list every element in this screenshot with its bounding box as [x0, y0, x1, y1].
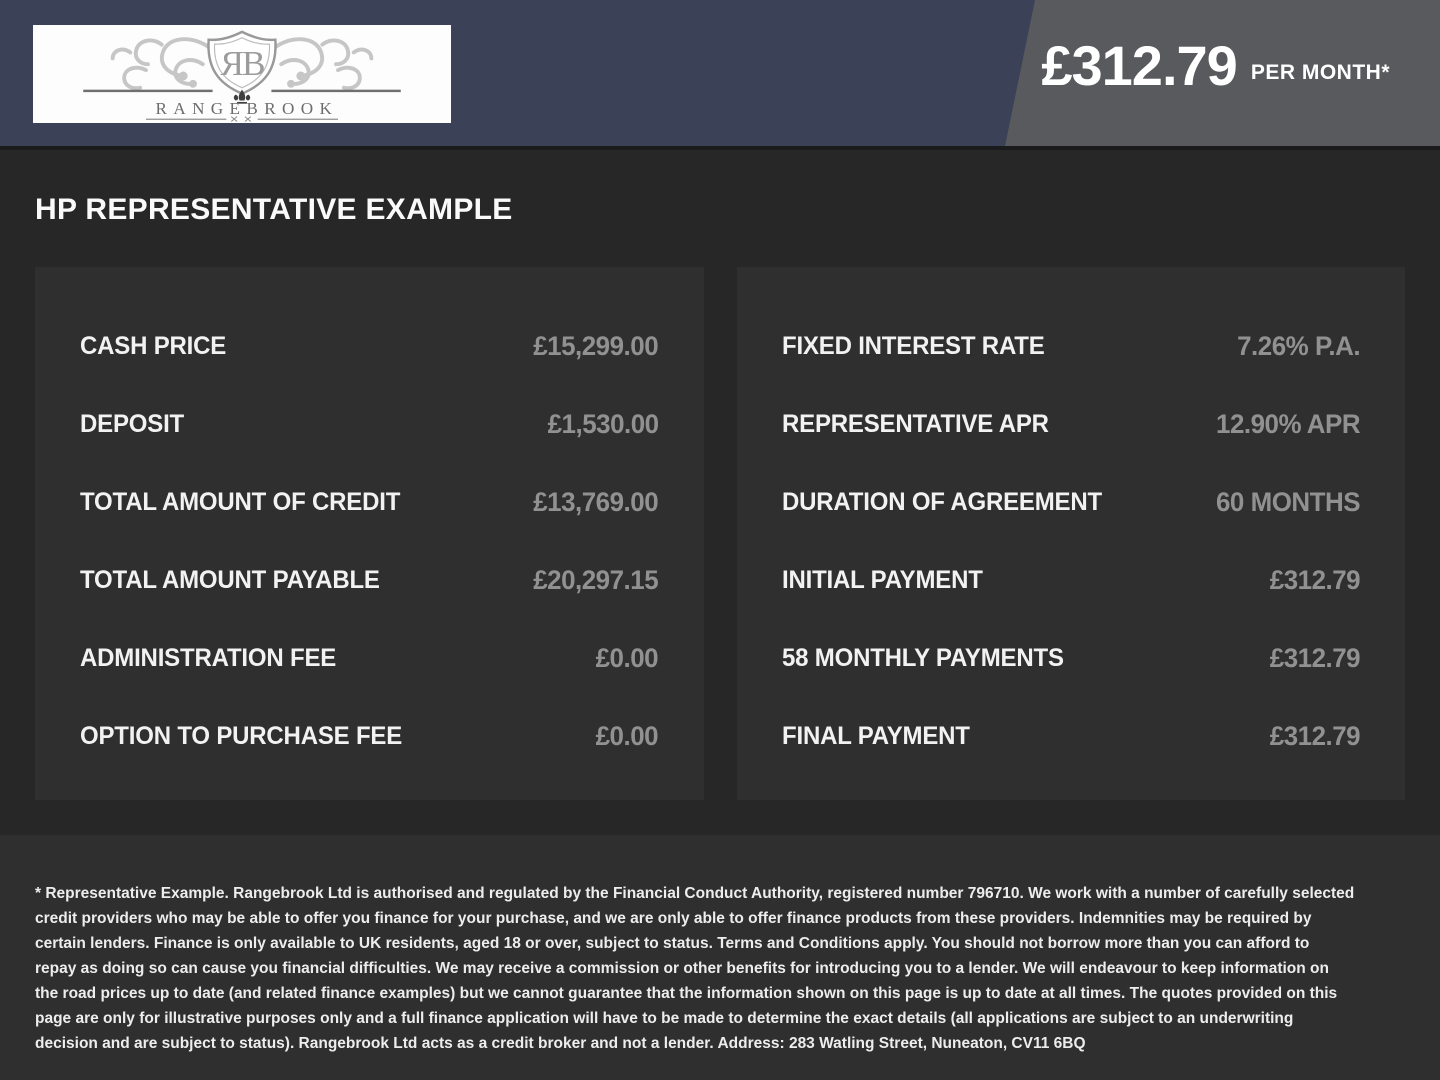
lion-flourish-right-icon — [271, 37, 374, 91]
row-value: £312.79 — [1269, 642, 1361, 673]
brand-wordmark: RANGEBROOK — [156, 99, 339, 118]
crest-bottom-ornament — [145, 116, 339, 122]
finance-row-interest-rate: FIXED INTEREST RATE 7.26% P.A. — [782, 307, 1361, 385]
row-label: ADMINISTRATION FEE — [80, 643, 337, 672]
shield-icon: ЯB — [207, 30, 277, 95]
row-value: £15,299.00 — [533, 330, 659, 361]
monthly-price-banner: £312.79 PER MONTH* — [1005, 0, 1440, 146]
page-title: HP REPRESENTATIVE EXAMPLE — [35, 193, 513, 226]
finance-row-total-credit: TOTAL AMOUNT OF CREDIT £13,769.00 — [80, 463, 659, 541]
row-label: TOTAL AMOUNT OF CREDIT — [80, 487, 401, 516]
row-label: DEPOSIT — [80, 409, 185, 438]
row-label: 58 MONTHLY PAYMENTS — [781, 643, 1064, 672]
row-value: £312.79 — [1269, 564, 1361, 595]
finance-panel-right: FIXED INTEREST RATE 7.26% P.A. REPRESENT… — [736, 267, 1405, 800]
row-value: £13,769.00 — [533, 486, 659, 517]
finance-row-total-payable: TOTAL AMOUNT PAYABLE £20,297.15 — [80, 541, 659, 619]
monthly-price: £312.79 — [1041, 34, 1237, 97]
finance-row-final-payment: FINAL PAYMENT £312.79 — [782, 697, 1361, 775]
row-value: 60 MONTHS — [1215, 486, 1361, 517]
row-value: 7.26% P.A. — [1237, 330, 1360, 361]
finance-row-duration: DURATION OF AGREEMENT 60 MONTHS — [782, 463, 1361, 541]
brand-logo: ЯB RANGEBROOK — [33, 25, 451, 123]
row-label: FINAL PAYMENT — [781, 721, 970, 750]
finance-panel-left: CASH PRICE £15,299.00 DEPOSIT £1,530.00 … — [35, 267, 704, 800]
row-label: INITIAL PAYMENT — [781, 565, 983, 594]
monthly-price-suffix: PER MONTH* — [1250, 61, 1390, 84]
lion-flourish-left-icon — [110, 37, 213, 91]
finance-row-option-fee: OPTION TO PURCHASE FEE £0.00 — [80, 697, 659, 775]
row-label: DURATION OF AGREEMENT — [781, 487, 1102, 516]
monogram-text: ЯB — [220, 44, 264, 83]
row-value: £20,297.15 — [533, 564, 659, 595]
rangebrook-crest-icon: ЯB RANGEBROOK — [83, 30, 401, 122]
finance-panels: CASH PRICE £15,299.00 DEPOSIT £1,530.00 … — [35, 267, 1405, 800]
finance-row-apr: REPRESENTATIVE APR 12.90% APR — [782, 385, 1361, 463]
crest-rule-right — [271, 89, 401, 93]
finance-row-monthly-payments: 58 MONTHLY PAYMENTS £312.79 — [782, 619, 1361, 697]
row-value: 12.90% APR — [1215, 408, 1361, 439]
main-content: HP REPRESENTATIVE EXAMPLE CASH PRICE £15… — [0, 150, 1440, 800]
row-value: £0.00 — [596, 642, 659, 673]
legal-disclaimer: * Representative Example. Rangebrook Ltd… — [35, 884, 1355, 1052]
row-label: CASH PRICE — [80, 331, 227, 360]
row-label: FIXED INTEREST RATE — [781, 331, 1045, 360]
crest-rule-left — [83, 89, 213, 93]
finance-row-admin-fee: ADMINISTRATION FEE £0.00 — [80, 619, 659, 697]
row-value: £1,530.00 — [547, 408, 659, 439]
page-header: ЯB RANGEBROOK £312.79 PER MONTH* — [0, 0, 1440, 150]
row-value: £312.79 — [1269, 720, 1361, 751]
row-label: OPTION TO PURCHASE FEE — [80, 721, 403, 750]
row-value: £0.00 — [596, 720, 659, 751]
row-label: TOTAL AMOUNT PAYABLE — [80, 565, 380, 594]
finance-row-initial-payment: INITIAL PAYMENT £312.79 — [782, 541, 1361, 619]
fleur-de-lis-icon — [233, 89, 251, 104]
row-label: REPRESENTATIVE APR — [781, 409, 1049, 438]
finance-row-deposit: DEPOSIT £1,530.00 — [80, 385, 659, 463]
finance-row-cash-price: CASH PRICE £15,299.00 — [80, 307, 659, 385]
legal-footer: * Representative Example. Rangebrook Ltd… — [0, 835, 1440, 1080]
